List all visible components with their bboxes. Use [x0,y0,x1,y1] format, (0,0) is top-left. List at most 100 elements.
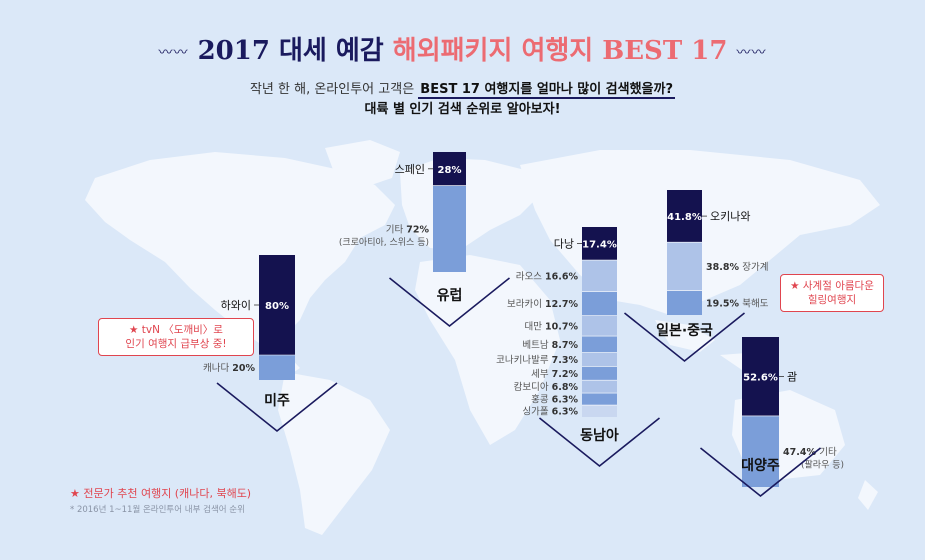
segment-value: 7.2% [552,369,579,380]
segment-outside-label: 38.8% 장가계 [706,261,769,273]
bar-segment [259,255,295,355]
note-line: 힐링여행지 [807,294,857,306]
segment-note-label: (크로아티아, 스위스 등) [339,237,429,248]
region-label: 동남아 [580,427,619,444]
segment-name: 기타 [819,447,837,458]
segment-name: 캄보디아 [514,381,552,393]
note-line: ★ 사계절 아름다운 [790,280,874,292]
segment-outside-label: 19.5% 북해도 [706,297,769,309]
bar-segment [582,366,617,381]
bar-segment [742,415,779,487]
subtitle-line-1: 작년 한 해, 온라인투어 고객은 BEST 17 여행지를 얼마나 많이 검색… [0,78,925,99]
segment-value: 8.7% [552,340,579,351]
segment-name-label: 오키나와 [710,210,750,223]
segment-name: 세부 [531,369,552,380]
region-label: 미주 [264,393,290,409]
segment-outside-label: 라오스 16.6% [516,271,579,282]
title-accent: 해외패키지 여행지 BEST 17 [392,36,728,66]
segment-outside-label: 캄보디아 6.8% [514,381,579,393]
segment-name: 기타 [386,224,407,235]
segment-value: 20% [232,363,255,374]
footer-source: * 2016년 1~11월 온라인투어 내부 검색어 순위 [70,505,245,515]
note-line: ★ tvN 〈도깨비〉로 [129,324,223,336]
bar-value-label: 41.8% [667,212,702,223]
bar-segment [742,337,779,416]
segment-outside-label: 싱가폴 6.3% [522,407,578,418]
segment-value: 19.5% [706,298,742,309]
bar-segment [582,405,617,417]
segment-name: 홍콩 [531,394,552,406]
segment-value: 72% [406,224,429,235]
bar-value-label: 28% [438,165,462,176]
page-title: 〰〰 2017 대세 예감 해외패키지 여행지 BEST 17 〰〰 [0,30,925,67]
region-chevron [389,277,510,328]
segment-outside-label: 47.4% 기타 [783,447,837,458]
segment-name: 보라카이 [507,299,545,310]
title-ornament-left: 〰〰 [158,45,189,61]
region-chevron [216,382,338,433]
segment-outside-label: 기타 72% [386,224,430,235]
region-chevron [700,447,821,498]
bar-segment [582,315,617,337]
segment-value: 12.7% [545,299,578,310]
bar-value-label: 52.6% [743,372,778,383]
segment-name-label: 스페인 [395,163,425,176]
region-chevron [539,417,660,468]
segment-name: 북해도 [742,297,768,309]
segment-name: 싱가폴 [522,407,551,418]
segment-value: 7.3% [552,355,579,366]
bar-segment [259,355,295,380]
segment-name-label: 하와이 [221,298,251,312]
segment-outside-label: 홍콩 6.3% [531,394,578,406]
bar-value-label: 80% [265,301,289,312]
subtitle-pre: 작년 한 해, 온라인투어 고객은 [249,82,415,97]
bar-segment [582,393,617,406]
bar-segment [667,290,702,315]
segment-outside-label: 세부 7.2% [531,369,578,380]
footer-expert-note: ★ 전문가 추천 여행지 (캐나다, 북해도) [70,487,252,500]
bar-segment [667,242,702,291]
segment-value: 10.7% [545,321,578,332]
segment-value: 6.8% [552,382,579,393]
region-label: 유럽 [437,288,463,304]
region-label: 대양주 [741,458,780,474]
bar-segment [582,380,617,394]
region-chevron [624,312,745,363]
segment-name: 베트남 [522,340,551,351]
bar-segment [582,227,617,261]
bar-segment [582,336,617,353]
bar-segment [582,352,617,367]
note-line: 인기 여행지 급부상 중! [125,338,227,350]
bar-segment [433,185,466,272]
segment-name-label: 다낭 [554,238,574,251]
segment-value: 47.4% [783,447,819,458]
title-main: 2017 대세 예감 [197,36,384,66]
bar-segment [582,291,617,316]
segment-outside-label: 캐나다 20% [203,363,255,374]
region-label: 일본·중국 [656,323,713,339]
subtitle-emphasis: BEST 17 여행지를 얼마나 많이 검색했을까? [418,82,676,99]
segment-outside-label: 대만 10.7% [525,321,579,332]
segment-name: 대만 [525,321,546,332]
segment-name: 코나키나발루 [496,355,551,366]
segment-name-label: 괌 [787,370,797,383]
segment-value: 6.3% [552,407,579,418]
segment-name: 캐나다 [203,363,232,374]
bar-value-label: 17.4% [582,240,617,251]
segment-value: 6.3% [552,395,579,406]
segment-value: 16.6% [545,271,578,282]
bar-segment [667,190,702,243]
segment-name: 라오스 [516,271,545,282]
segment-outside-label: 보라카이 12.7% [507,299,578,310]
segment-note-label: (팔라우 등) [801,458,844,470]
bar-segment [433,152,466,186]
title-ornament-right: 〰〰 [736,45,767,61]
segment-value: 38.8% [706,262,742,273]
segment-outside-label: 베트남 8.7% [522,340,578,351]
segment-outside-label: 코나키나발루 7.3% [496,355,578,366]
subtitle-line-2: 대륙 별 인기 검색 순위로 알아보자! [364,102,561,117]
segment-name: 장가계 [742,261,768,273]
